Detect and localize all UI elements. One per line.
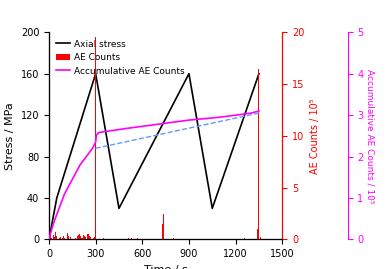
Bar: [87, 234, 88, 239]
Bar: [162, 224, 163, 239]
Bar: [163, 214, 164, 239]
Bar: [85, 237, 86, 239]
Bar: [128, 238, 129, 239]
Bar: [173, 238, 174, 239]
Bar: [89, 237, 90, 239]
Bar: [49, 238, 50, 239]
Bar: [79, 234, 80, 239]
Bar: [62, 238, 63, 239]
X-axis label: Time / s: Time / s: [144, 265, 187, 269]
Bar: [89, 237, 90, 239]
Y-axis label: AE Counts / 10⁵: AE Counts / 10⁵: [310, 98, 320, 174]
Bar: [143, 238, 144, 239]
Bar: [51, 238, 52, 239]
Bar: [137, 238, 138, 239]
Bar: [59, 238, 60, 239]
Bar: [75, 238, 76, 239]
Bar: [80, 236, 81, 239]
Bar: [257, 236, 258, 239]
Bar: [94, 231, 95, 239]
Bar: [67, 233, 68, 239]
Bar: [164, 229, 165, 239]
Bar: [82, 238, 83, 239]
Bar: [244, 238, 245, 239]
Bar: [55, 232, 56, 239]
Bar: [95, 37, 96, 239]
Bar: [90, 237, 91, 239]
Bar: [258, 69, 260, 239]
Bar: [78, 235, 79, 239]
Bar: [258, 238, 259, 239]
Bar: [60, 238, 61, 239]
Bar: [75, 238, 76, 239]
Bar: [62, 238, 63, 239]
Bar: [260, 237, 261, 239]
Bar: [76, 232, 77, 239]
Bar: [90, 237, 91, 239]
Bar: [54, 237, 55, 239]
Bar: [81, 238, 82, 239]
Legend: Axial stress, AE Counts, Accumulative AE Counts: Axial stress, AE Counts, Accumulative AE…: [54, 37, 188, 78]
Bar: [53, 235, 54, 239]
Bar: [82, 238, 83, 239]
Bar: [88, 236, 89, 239]
Y-axis label: Stress / MPa: Stress / MPa: [5, 102, 15, 170]
Bar: [68, 232, 69, 239]
Bar: [259, 238, 260, 239]
Bar: [103, 238, 104, 239]
Bar: [63, 236, 64, 239]
Bar: [131, 238, 132, 239]
Bar: [93, 238, 94, 239]
Bar: [77, 236, 78, 239]
Bar: [89, 236, 90, 239]
Bar: [70, 237, 71, 239]
Bar: [84, 236, 85, 239]
Bar: [50, 233, 51, 239]
Bar: [87, 236, 88, 239]
Bar: [257, 229, 258, 239]
Bar: [83, 235, 84, 239]
Bar: [64, 238, 65, 239]
Y-axis label: Accumulative AE Counts / 10⁵: Accumulative AE Counts / 10⁵: [366, 69, 375, 203]
